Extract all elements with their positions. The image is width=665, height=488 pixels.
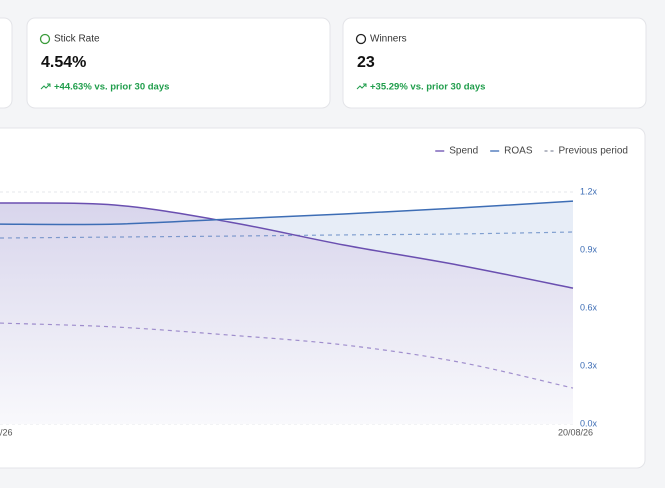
trend-icon: [356, 83, 367, 90]
series-line: [0, 200, 574, 226]
card: [342, 17, 647, 109]
card-change: +44.63% vs. prior 30 days: [54, 82, 169, 93]
chart: 0.0x 0.3x 0.6x 0.9x 1.2x/26 20/08/26 Previous …: [0, 146, 628, 437]
legend-label: ROAS: [504, 146, 533, 157]
y-tick-label: 0.9x: [580, 244, 598, 254]
y-tick-label: 0.6x: [580, 302, 598, 312]
y-tick-label: 0.3x: [580, 360, 598, 370]
spend-area: [0, 202, 573, 424]
card-value: 23: [357, 54, 375, 71]
card-title: Winners: [370, 34, 407, 45]
trend-icon: [40, 83, 51, 90]
card-icon: [355, 33, 367, 45]
card-change: +35.29% vs. prior 30 days: [370, 82, 485, 93]
card-value: 4.54%: [41, 54, 86, 71]
card-title: Stick Rate: [54, 34, 100, 45]
y-tick-label: 0.0x: [580, 418, 598, 428]
card: [26, 17, 331, 109]
legend-label: Previous period: [559, 146, 628, 157]
previous-spend-line: [0, 322, 574, 389]
card-icon: [39, 33, 51, 45]
legend-label: Spend: [449, 146, 478, 157]
y-tick-label: 1.2x: [580, 186, 598, 196]
card: [0, 17, 13, 109]
cards: Stick Rate 4.54% +44.63% vs. prior 30 days…: [26, 17, 647, 109]
series-line: [0, 202, 574, 289]
x-tick-label: /26: [0, 427, 13, 437]
x-tick-label: 20/08/26: [558, 427, 593, 437]
